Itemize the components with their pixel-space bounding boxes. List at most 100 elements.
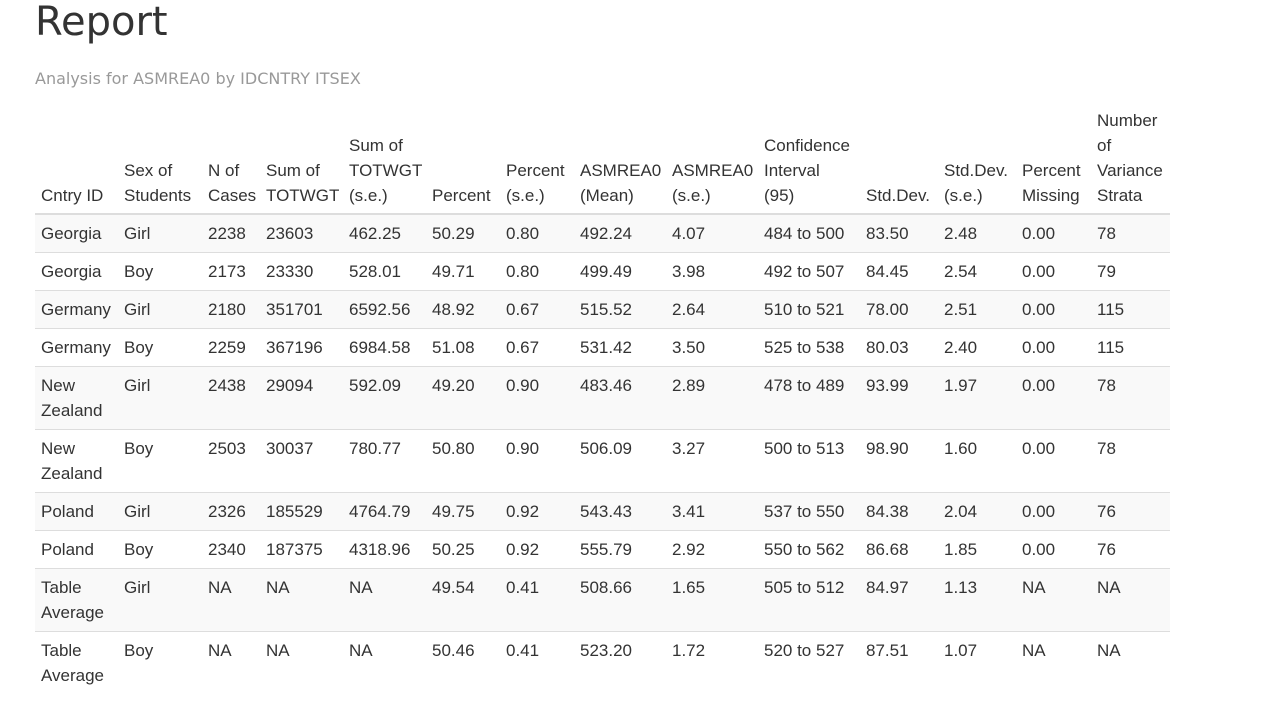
table-cell: 483.46 [574, 366, 666, 430]
column-header: Std.Dev. [860, 108, 938, 215]
table-cell: 2.51 [938, 290, 1016, 329]
table-cell: 0.00 [1016, 366, 1091, 430]
table-cell: NA [1016, 568, 1091, 632]
table-cell: 3.50 [666, 328, 758, 367]
table-cell: 83.50 [860, 213, 938, 253]
table-cell: 515.52 [574, 290, 666, 329]
table-cell: 0.00 [1016, 213, 1091, 253]
table-cell: 50.29 [426, 213, 500, 253]
table-cell: 87.51 [860, 631, 938, 694]
table-cell: 0.41 [500, 568, 574, 632]
table-cell: 29094 [260, 366, 343, 430]
table-row: Poland Boy 2340 187375 4318.96 50.25 0.92 555.7… [35, 530, 1170, 569]
table-cell: 2.89 [666, 366, 758, 430]
column-header: Percent Missing [1016, 108, 1091, 215]
table-cell: Georgia [35, 252, 118, 291]
table-cell: Girl [118, 213, 202, 253]
table-cell: 115 [1091, 328, 1170, 367]
table-cell: 2238 [202, 213, 260, 253]
table-cell: 78 [1091, 429, 1170, 493]
table-cell: 78 [1091, 366, 1170, 430]
table-cell: 2.48 [938, 213, 1016, 253]
table-cell: 30037 [260, 429, 343, 493]
table-cell: NA [1091, 568, 1170, 632]
table-cell: Table Average [35, 568, 118, 632]
column-header: Sum of TOTWGT (s.e.) [343, 108, 426, 215]
column-header: ASMREA0 (Mean) [574, 108, 666, 215]
table-cell: 84.38 [860, 492, 938, 531]
table-cell: 0.90 [500, 429, 574, 493]
table-cell: NA [343, 568, 426, 632]
table-cell: 50.25 [426, 530, 500, 569]
table-cell: 2.04 [938, 492, 1016, 531]
table-cell: 1.85 [938, 530, 1016, 569]
table-cell: New Zealand [35, 429, 118, 493]
table-cell: 550 to 562 [758, 530, 860, 569]
table-cell: 499.49 [574, 252, 666, 291]
table-body: Georgia Girl 2238 23603 462.25 50.29 0.80 492.2… [35, 213, 1170, 694]
table-cell: 2259 [202, 328, 260, 367]
table-cell: 0.00 [1016, 530, 1091, 569]
table-cell: 4.07 [666, 213, 758, 253]
table-cell: 523.20 [574, 631, 666, 694]
table-cell: 555.79 [574, 530, 666, 569]
table-cell: 2340 [202, 530, 260, 569]
table-cell: 1.07 [938, 631, 1016, 694]
table-cell: 0.00 [1016, 252, 1091, 291]
table-cell: 0.92 [500, 530, 574, 569]
table-cell: 505 to 512 [758, 568, 860, 632]
table-cell: 1.72 [666, 631, 758, 694]
table-cell: 0.00 [1016, 328, 1091, 367]
table-cell: Girl [118, 290, 202, 329]
table-cell: 520 to 527 [758, 631, 860, 694]
table-cell: 2.64 [666, 290, 758, 329]
table-cell: 592.09 [343, 366, 426, 430]
table-cell: 2.92 [666, 530, 758, 569]
table-cell: 80.03 [860, 328, 938, 367]
table-cell: NA [260, 631, 343, 694]
table-cell: 351701 [260, 290, 343, 329]
table-cell: 2173 [202, 252, 260, 291]
table-cell: 0.67 [500, 290, 574, 329]
table-cell: 49.20 [426, 366, 500, 430]
table-cell: 51.08 [426, 328, 500, 367]
column-header: ASMREA0 (s.e.) [666, 108, 758, 215]
table-cell: Table Average [35, 631, 118, 694]
table-cell: 76 [1091, 530, 1170, 569]
results-table: Cntry ID Sex of Students N of Cases Sum of … [35, 108, 1170, 694]
table-cell: 0.00 [1016, 429, 1091, 493]
table-cell: 84.97 [860, 568, 938, 632]
table-cell: 0.92 [500, 492, 574, 531]
column-header: Sex of Students [118, 108, 202, 215]
table-cell: 780.77 [343, 429, 426, 493]
column-header: Sum of TOTWGT [260, 108, 343, 215]
table-cell: NA [1016, 631, 1091, 694]
table-cell: 1.97 [938, 366, 1016, 430]
table-cell: NA [1091, 631, 1170, 694]
table-cell: 543.43 [574, 492, 666, 531]
table-cell: 525 to 538 [758, 328, 860, 367]
table-cell: NA [202, 568, 260, 632]
table-cell: Poland [35, 492, 118, 531]
column-header: Confidence Interval (95) [758, 108, 860, 215]
table-cell: 3.41 [666, 492, 758, 531]
table-cell: 49.71 [426, 252, 500, 291]
table-row: Table Average Girl NA NA NA 49.54 0.41 508.66 1.… [35, 568, 1170, 632]
table-cell: 187375 [260, 530, 343, 569]
table-row: Georgia Girl 2238 23603 462.25 50.29 0.80 492.2… [35, 213, 1170, 253]
column-header: Percent (s.e.) [500, 108, 574, 215]
table-cell: 537 to 550 [758, 492, 860, 531]
table-cell: 508.66 [574, 568, 666, 632]
table-cell: 0.00 [1016, 290, 1091, 329]
table-row: New Zealand Girl 2438 29094 592.09 49.20 0.90 4… [35, 366, 1170, 430]
table-cell: 84.45 [860, 252, 938, 291]
table-cell: NA [343, 631, 426, 694]
table-cell: 500 to 513 [758, 429, 860, 493]
table-cell: 2.54 [938, 252, 1016, 291]
table-cell: 367196 [260, 328, 343, 367]
header-row: Cntry ID Sex of Students N of Cases Sum of … [35, 108, 1170, 215]
report: Report Analysis for ASMREA0 by IDCNTRY I… [35, 0, 1170, 694]
title: Report [35, 0, 168, 45]
table-cell: Boy [118, 252, 202, 291]
table-cell: 478 to 489 [758, 366, 860, 430]
